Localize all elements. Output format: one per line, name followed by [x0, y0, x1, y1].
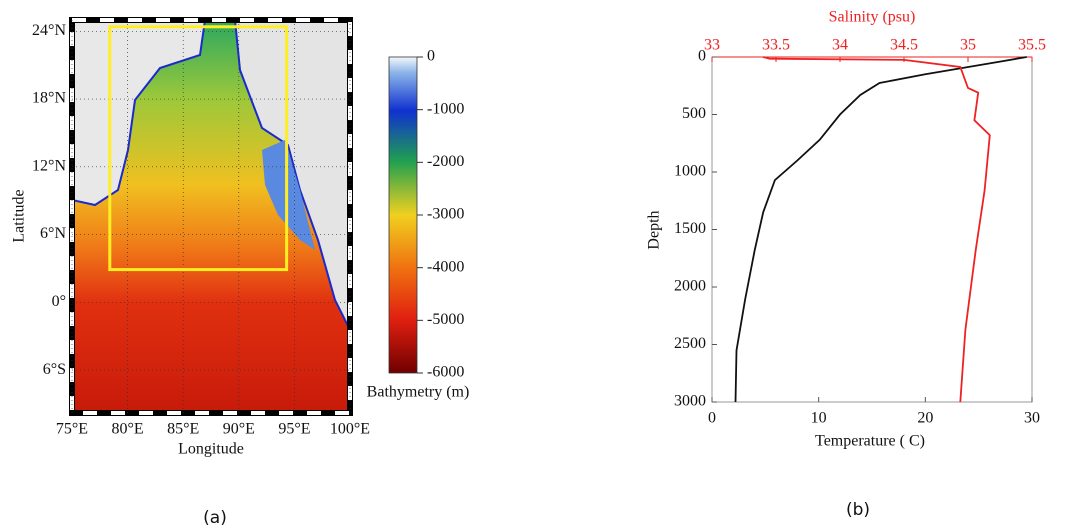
x-axis-label: Longitude: [178, 441, 244, 458]
map-panel: Longitude Latitude Bathymetry (m) (a): [11, 17, 470, 528]
x-tick-label: 100°E: [330, 421, 370, 438]
y-tick-label: 6°N: [40, 225, 66, 242]
colorbar-tick-label: 0: [427, 48, 435, 65]
x2-axis-label: Salinity (psu): [829, 9, 916, 26]
y-tick-label: 12°N: [32, 157, 66, 174]
x-tick-label: 30: [1024, 410, 1040, 427]
x-axis-label: Temperature ( C): [815, 433, 925, 450]
x-tick-label: 95°E: [278, 421, 310, 438]
x2-tick-label: 34.5: [890, 37, 918, 54]
colorbar-label: Bathymetry (m): [367, 384, 470, 401]
caption: (b): [846, 500, 870, 520]
y-axis-label: Latitude: [11, 189, 28, 242]
colorbar-tick-label: -6000: [427, 364, 464, 381]
colorbar: [388, 56, 418, 374]
colorbar-tick-label: -4000: [427, 258, 464, 275]
y-tick-label: 1500: [674, 220, 706, 237]
y-tick-label: 0: [698, 48, 706, 65]
land: [71, 19, 207, 207]
y-tick-label: 500: [682, 105, 706, 122]
x2-tick-label: 35: [960, 37, 976, 54]
y-tick-label: 1000: [674, 163, 706, 180]
x-tick-label: 85°E: [167, 421, 199, 438]
colorbar-tick-label: -3000: [427, 206, 464, 223]
y-tick-label: 18°N: [32, 90, 66, 107]
x-tick-label: 90°E: [223, 421, 255, 438]
colorbar-tick-label: -5000: [427, 311, 464, 328]
y-tick-label: 6°S: [43, 361, 66, 378]
x2-tick-label: 34: [832, 37, 848, 54]
y-tick-label: 0°: [52, 293, 66, 310]
y-axis-label: Depth: [646, 210, 663, 249]
x2-tick-label: 33: [704, 37, 720, 54]
study-region: [108, 25, 289, 272]
x2-tick-label: 33.5: [762, 37, 790, 54]
y-tick-label: 2500: [674, 335, 706, 352]
colorbar-tick-label: -2000: [427, 153, 464, 170]
y-tick-label: 3000: [674, 393, 706, 410]
profile-line: [734, 56, 1027, 403]
x2-tick-label: 35.5: [1018, 37, 1046, 54]
caption: (a): [203, 508, 227, 528]
colorbar-tick-label: -1000: [427, 100, 464, 117]
x-tick-label: 20: [917, 410, 933, 427]
shelf: [262, 140, 315, 250]
x-tick-label: 10: [811, 410, 827, 427]
x-tick-label: 80°E: [112, 421, 144, 438]
y-tick-label: 24°N: [32, 22, 66, 39]
x-tick-label: 75°E: [56, 421, 88, 438]
x-tick-label: 0: [708, 410, 716, 427]
y-tick-label: 2000: [674, 278, 706, 295]
profile-line: [762, 56, 991, 403]
